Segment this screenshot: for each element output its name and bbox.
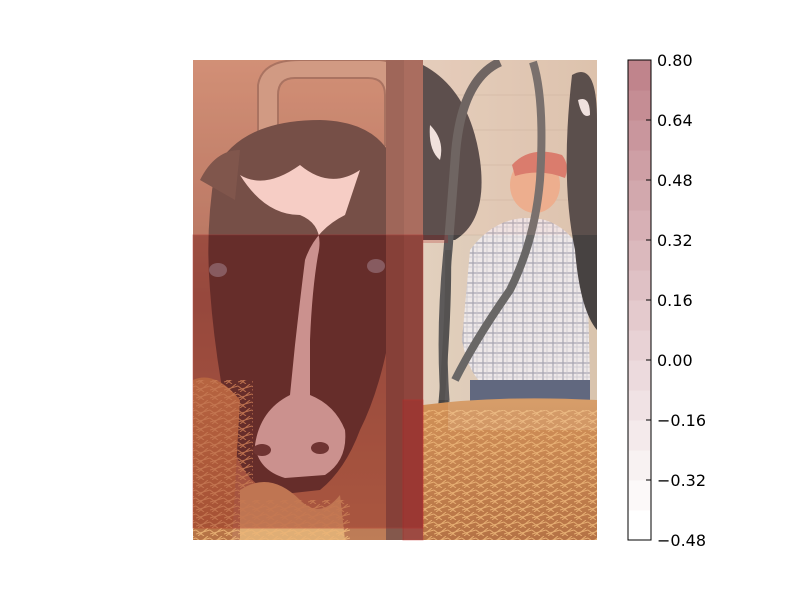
colorbar-band bbox=[628, 270, 651, 301]
colorbar-band bbox=[628, 210, 651, 241]
colorbar-band bbox=[628, 360, 651, 391]
colorbar-band bbox=[628, 510, 651, 541]
colorbar-tick-label: −0.48 bbox=[657, 531, 706, 550]
colorbar-bands bbox=[628, 60, 651, 541]
colorbar-band bbox=[628, 120, 651, 151]
cow-face-lower-region bbox=[192, 234, 424, 529]
saliency-overlay bbox=[192, 60, 597, 541]
colorbar-band bbox=[628, 180, 651, 211]
straw-right-region bbox=[448, 400, 597, 430]
colorbar-ticks: 0.80 0.64 0.48 0.32 0.16 0.00 −0.16 −0.32 −0.48 bbox=[646, 51, 706, 550]
colorbar-band bbox=[628, 390, 651, 421]
colorbar-band bbox=[628, 240, 651, 271]
colorbar: 0.80 0.64 0.48 0.32 0.16 0.00 −0.16 −0.32 −0.48 bbox=[627, 51, 706, 550]
photo bbox=[193, 60, 597, 540]
colorbar-tick-label: 0.48 bbox=[657, 171, 693, 190]
colorbar-band bbox=[628, 450, 651, 481]
overlay-base bbox=[193, 60, 597, 540]
farmer-region bbox=[423, 60, 597, 235]
center-post-region bbox=[402, 399, 424, 541]
colorbar-tick-label: 0.16 bbox=[657, 291, 693, 310]
colorbar-tick-label: 0.00 bbox=[657, 351, 693, 370]
colorbar-band bbox=[628, 150, 651, 181]
farmer-mid-region bbox=[423, 235, 597, 400]
colorbar-tick-label: 0.64 bbox=[657, 111, 693, 130]
gap-region bbox=[423, 235, 448, 243]
colorbar-band bbox=[628, 420, 651, 451]
colorbar-tick-label: 0.80 bbox=[657, 51, 693, 70]
colorbar-tick-label: −0.16 bbox=[657, 411, 706, 430]
colorbar-band bbox=[628, 480, 651, 511]
colorbar-tick-label: −0.32 bbox=[657, 471, 706, 490]
colorbar-tick-label: 0.32 bbox=[657, 231, 693, 250]
colorbar-band bbox=[628, 90, 651, 121]
colorbar-band bbox=[628, 60, 651, 91]
colorbar-band bbox=[628, 330, 651, 361]
cow-forehead-region bbox=[193, 60, 423, 235]
colorbar-band bbox=[628, 300, 651, 331]
